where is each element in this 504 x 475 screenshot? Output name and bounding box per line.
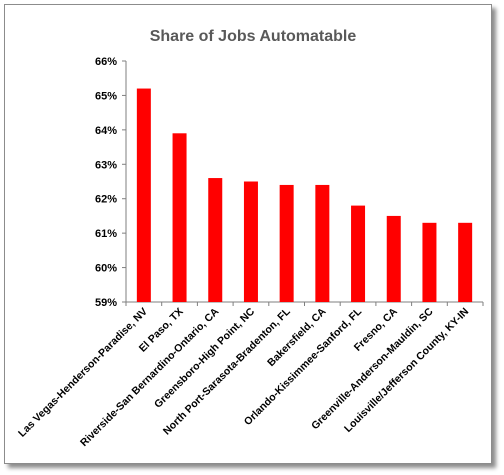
x-tick-label: Riverside-San Bernardino-Ontario, CA: [78, 305, 222, 449]
y-tick-label: 63%: [95, 159, 117, 171]
bar: [315, 184, 330, 302]
x-axis: [125, 301, 484, 306]
bar: [458, 222, 473, 302]
y-tick-label: 60%: [95, 263, 117, 275]
y-tick-label: 59%: [95, 297, 117, 309]
y-tick-label: 64%: [95, 125, 117, 137]
y-tick-label: 65%: [95, 90, 117, 102]
chart-frame: Share of Jobs Automatable 59% 60% 61% 62% 63…: [4, 4, 492, 464]
bars: [136, 88, 473, 303]
bar-chart: Share of Jobs Automatable 59% 60% 61% 62% 63…: [16, 28, 484, 449]
bar: [279, 184, 294, 302]
bar: [386, 215, 401, 302]
x-tick-label: North Port-Sarasota-Bradenton, FL: [161, 305, 293, 437]
bar: [172, 133, 187, 302]
y-tick-label: 62%: [95, 194, 117, 206]
bar: [351, 205, 366, 302]
chart-title: Share of Jobs Automatable: [150, 28, 357, 45]
bar: [243, 181, 258, 302]
bar: [422, 222, 437, 302]
y-tick-label: 66%: [95, 56, 117, 68]
y-tick-label: 61%: [95, 228, 117, 240]
bar: [136, 88, 151, 303]
y-axis: 59% 60% 61% 62% 63% 64% 65% 66%: [95, 56, 127, 309]
bar: [208, 178, 223, 302]
x-tick-label: Las Vegas-Henderson-Paradise, NV: [16, 306, 150, 440]
